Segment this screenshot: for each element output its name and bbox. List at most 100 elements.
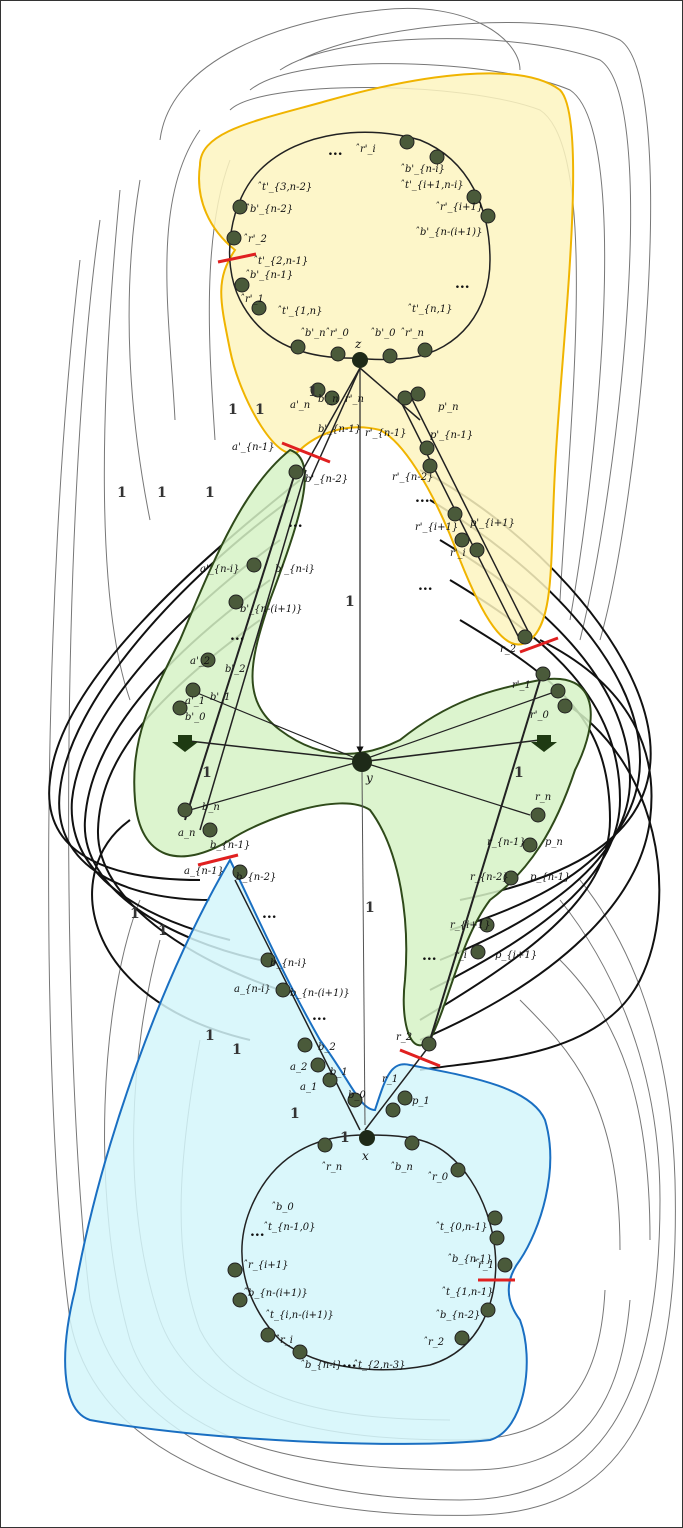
edge-weight-label: 1	[205, 1028, 215, 1044]
node-label: ̂t'_{n,1}	[408, 304, 452, 315]
node-label: ̂b'_n	[301, 328, 326, 339]
node-label: b_0	[348, 1090, 366, 1101]
node-label: ̂t_{i,n-(i+1)}	[266, 1310, 334, 1321]
node-label: ̂t_{2,n-3}	[354, 1360, 405, 1371]
node-label: p_1	[412, 1096, 430, 1107]
node-label: r'_{i+1}	[415, 522, 458, 533]
node-label: r_n	[535, 792, 551, 803]
graph-node	[397, 390, 413, 406]
graph-node	[317, 1137, 333, 1153]
node-label: ̂b'_{n-(i+1)}	[416, 227, 482, 238]
node-label: ̂r_i	[276, 1335, 293, 1346]
graph-node	[535, 666, 551, 682]
node-label: r'_{n-1}	[365, 428, 406, 439]
graph-node	[385, 1102, 401, 1118]
graph-node	[454, 1330, 470, 1346]
node-label: b'_{n-1}	[318, 424, 361, 435]
node-label: b_{n-(i+1)}	[290, 988, 350, 999]
graph-node	[397, 1090, 413, 1106]
ellipsis-mark: ...	[455, 276, 470, 292]
node-label: r'_n	[345, 394, 364, 405]
graph-node	[275, 982, 291, 998]
ellipsis-mark: ...	[262, 906, 277, 922]
graph-node	[234, 277, 250, 293]
graph-node	[480, 208, 496, 224]
bold-down-arrows	[172, 735, 557, 752]
node-label: ̂r_{i+1}	[244, 1260, 288, 1271]
graph-node	[447, 506, 463, 522]
ellipsis-mark: ...	[422, 948, 437, 964]
node-label: a_{n-1}	[184, 866, 224, 877]
node-label: ̂r_0	[428, 1172, 449, 1183]
graph-node	[226, 230, 242, 246]
ellipsis-mark: ...	[230, 628, 245, 644]
node-label: ̂r'_0	[326, 328, 350, 339]
node-label: a_{n-i}	[234, 984, 271, 995]
graph-node	[489, 1230, 505, 1246]
node-label: ̂b'_{n-2}	[246, 204, 293, 215]
graph-node	[517, 629, 533, 645]
graph-node	[503, 870, 519, 886]
graph-nodes	[172, 134, 573, 1360]
node-label: ̂r'_n	[401, 328, 424, 339]
node-label: r'_1	[512, 680, 531, 691]
node-label: b_{n-1}	[210, 840, 250, 851]
hub-node-y	[352, 752, 372, 772]
node-label: ̂r'_1	[241, 294, 264, 305]
ellipsis-mark: ...	[250, 1224, 265, 1240]
graph-node	[228, 594, 244, 610]
node-label: b_1	[330, 1067, 348, 1078]
graph-node	[232, 199, 248, 215]
graph-node	[202, 822, 218, 838]
node-label: a_n	[178, 828, 195, 839]
graph-node	[480, 1302, 496, 1318]
bottom-region-blue	[64, 857, 552, 1445]
graph-node	[322, 1072, 338, 1088]
node-label: ̂r'_{i+1}	[436, 202, 483, 213]
graph-node	[450, 1162, 466, 1178]
label-z: z	[354, 337, 362, 351]
edge-weight-label: 1	[308, 384, 318, 400]
node-label: b_{n-i}	[270, 958, 307, 969]
node-label: ̂r_2	[424, 1337, 444, 1348]
node-label: b'_1	[210, 692, 231, 703]
graph-node	[466, 189, 482, 205]
hub-node-z	[352, 352, 368, 368]
graph-node	[251, 300, 267, 316]
node-label: r'_0	[530, 710, 550, 721]
edge-weight-label: 1	[130, 906, 140, 922]
node-label: r'_{n-2}	[392, 472, 433, 483]
node-label: b_n	[202, 802, 220, 813]
node-label: ̂b'_{n-1}	[246, 270, 293, 281]
node-label: r'_i	[450, 548, 466, 559]
node-label: ̂t'_{3,n-2}	[258, 182, 312, 193]
graph-node	[227, 1262, 243, 1278]
node-label: r_1	[382, 1074, 398, 1085]
graph-node	[172, 700, 188, 716]
edge-weight-label: 1	[228, 402, 238, 418]
node-label: b'_{n-i}	[275, 564, 315, 575]
graph-node	[232, 1292, 248, 1308]
edge-weight-label: 1	[365, 900, 375, 916]
node-label: b'_0	[185, 712, 206, 723]
node-label: ̂t_{1,n-1}	[442, 1287, 493, 1298]
graph-node	[177, 802, 193, 818]
graph-node	[419, 440, 435, 456]
graph-node	[246, 557, 262, 573]
node-label: p'_{n-1}	[430, 430, 473, 441]
top-inner-cycle	[228, 131, 491, 361]
node-label: b'_2	[225, 664, 246, 675]
graph-node	[185, 682, 201, 698]
node-label: b'_{n-(i+1)}	[240, 604, 302, 615]
red-cuts	[197, 252, 559, 1282]
label-x: x	[362, 1149, 369, 1163]
node-label: b_2	[318, 1042, 336, 1053]
node-label: a_1	[300, 1082, 317, 1093]
node-label: r_i	[454, 950, 467, 961]
graph-node	[288, 464, 304, 480]
edge-weight-label: 1	[345, 594, 355, 610]
graph-node	[497, 1257, 513, 1273]
graph-node	[330, 346, 346, 362]
graph-node	[421, 1036, 437, 1052]
